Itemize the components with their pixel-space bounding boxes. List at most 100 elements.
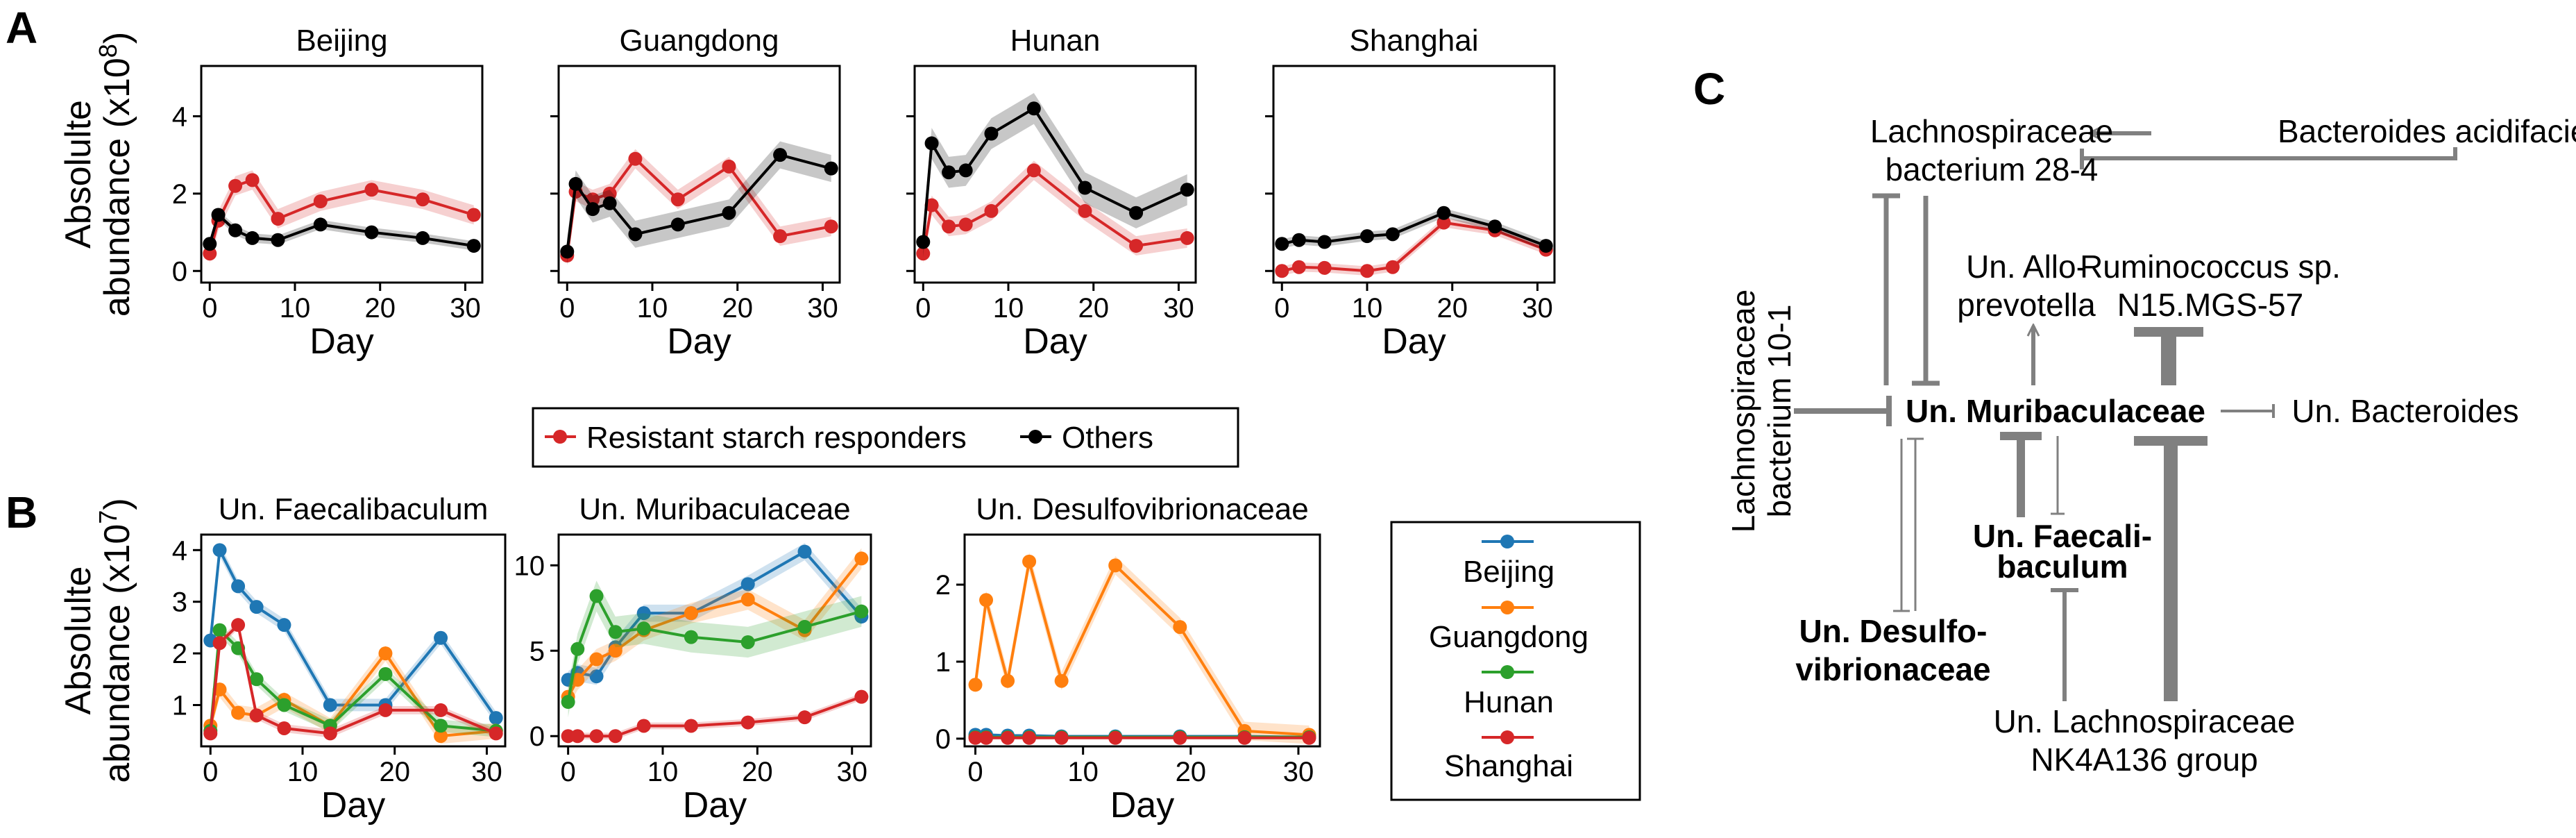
data-point	[1173, 620, 1187, 635]
x-tick-label: 30	[471, 757, 502, 787]
data-point	[722, 159, 736, 174]
y-tick-label: 4	[172, 535, 187, 566]
series-others	[203, 208, 481, 253]
data-point	[1488, 219, 1502, 234]
y-tick-label: 4	[172, 101, 187, 132]
node-un-bacteroides: Un. Bacteroides	[2291, 393, 2518, 429]
data-point	[203, 726, 218, 741]
y-tick-label: 2	[935, 570, 951, 601]
x-tick-label: 20	[1176, 757, 1207, 787]
data-point	[628, 227, 643, 242]
data-point	[1237, 730, 1252, 745]
data-point	[568, 176, 583, 191]
plot-frame	[557, 65, 841, 284]
node-rumino-line2: N15.MGS-57	[2117, 287, 2303, 323]
data-point	[1317, 235, 1332, 249]
data-point	[1539, 239, 1553, 253]
series-shanghai	[561, 689, 869, 744]
data-point	[1129, 239, 1144, 253]
data-point	[323, 726, 337, 741]
data-point	[636, 719, 651, 733]
panel-label-c: C	[1693, 64, 1725, 114]
data-point	[231, 618, 246, 632]
data-point	[916, 235, 931, 249]
data-point	[1078, 181, 1092, 195]
y-tick-label: 1	[172, 690, 187, 721]
y-axis-label-line2: abundance (x107)	[94, 498, 137, 782]
x-tick-label: 10	[1067, 757, 1099, 787]
data-point	[1129, 206, 1144, 220]
data-point	[608, 729, 622, 744]
y-tick-label: 5	[529, 636, 545, 667]
x-axis-label: Day	[1110, 785, 1174, 826]
data-point	[628, 151, 643, 166]
edge-bacteroidesacid-inhibits-lach284	[2082, 147, 2457, 160]
legend-a-label-others: Others	[1062, 421, 1153, 455]
data-point	[489, 726, 503, 741]
y-axis-label-line1: Absolulte	[58, 100, 99, 249]
data-point	[924, 136, 939, 151]
data-point	[245, 231, 260, 245]
series-others	[1275, 206, 1553, 253]
data-point	[231, 705, 246, 720]
data-point	[979, 593, 994, 607]
data-point	[203, 237, 217, 251]
node-lach284-line2: bacterium 28-4	[1886, 151, 2099, 187]
node-faecali-line1: Un. Faecali-	[1973, 518, 2152, 554]
legend-a: Resistant starch responders Others	[532, 407, 1239, 468]
data-point	[1108, 558, 1123, 573]
data-point	[466, 208, 481, 222]
data-point	[228, 223, 243, 237]
legend-b-marker-shanghai	[1500, 730, 1514, 744]
x-tick-label: 0	[915, 293, 931, 324]
series-guangdong	[968, 552, 1316, 744]
node-lach101-line1: Lachnospiraceae	[1725, 290, 1761, 533]
x-tick-label: 0	[203, 757, 218, 787]
data-point	[916, 246, 931, 261]
plot-frame	[913, 65, 1197, 284]
y-tick-label: 10	[514, 551, 545, 581]
y-tick-label: 1	[935, 647, 951, 678]
data-point	[854, 689, 869, 704]
data-point	[212, 543, 227, 558]
data-point	[1180, 231, 1194, 245]
x-tick-label: 20	[742, 757, 773, 787]
data-point	[797, 710, 812, 725]
x-tick-label: 30	[807, 293, 838, 324]
x-tick-label: 0	[559, 293, 575, 324]
data-point	[271, 212, 285, 226]
data-point	[570, 729, 585, 744]
data-point	[1173, 730, 1187, 745]
data-point	[1302, 730, 1316, 745]
data-point	[968, 678, 983, 692]
data-point	[313, 217, 328, 232]
data-point	[466, 239, 481, 253]
node-lach101-line2: bacterium 10-1	[1761, 305, 1797, 518]
data-point	[586, 202, 600, 217]
plot-frame	[1272, 65, 1556, 284]
legend-b-label-beijing: Beijing	[1463, 555, 1554, 589]
legend-b-marker-beijing	[1500, 535, 1514, 548]
chart-un-desulfovibrionaceae: Un. Desulfovibrionaceae 0 10 20 30 0 1 2 Day	[935, 492, 1321, 826]
data-point	[670, 192, 685, 207]
data-point	[313, 194, 328, 208]
x-tick-label: 30	[1283, 757, 1314, 787]
data-point	[740, 577, 755, 592]
network-diagram: Lachnospiraceae bacterium 28-4 Bacteroid…	[1725, 113, 2576, 778]
data-point	[434, 630, 448, 645]
x-axis-label: Day	[1023, 321, 1087, 362]
data-point	[212, 623, 227, 637]
series-others	[916, 93, 1194, 258]
data-point	[722, 206, 736, 220]
x-tick-label: 30	[1522, 293, 1553, 324]
data-point	[1291, 233, 1306, 247]
data-point	[1291, 260, 1306, 274]
data-point	[378, 703, 393, 717]
data-point	[1054, 730, 1069, 745]
data-point	[1180, 183, 1194, 197]
chart-guangdong: Guangdong 0 10 20 30 Day	[550, 24, 841, 362]
y-tick-label: 3	[172, 587, 187, 618]
